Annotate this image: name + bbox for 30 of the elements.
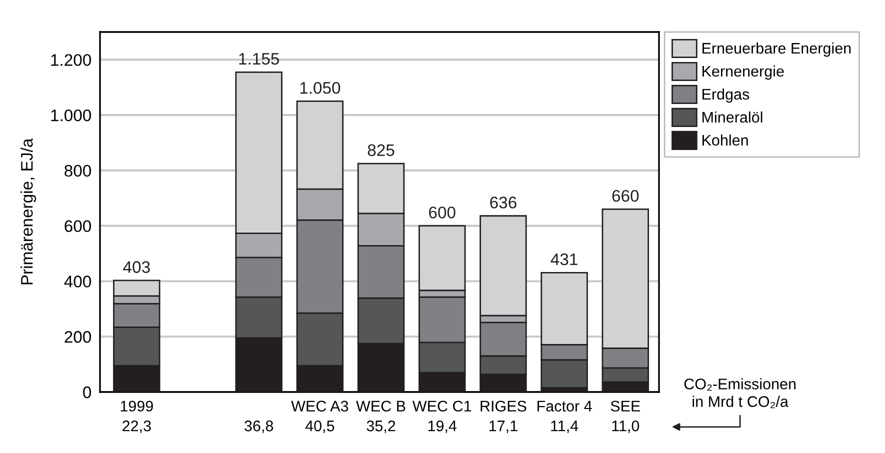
legend-label: Mineralöl [702,111,762,123]
y-tick-label: 1.200 [51,54,92,66]
y-tick-label: 400 [64,276,92,288]
x-tick-label: WEC C1 19,4 [412,400,472,434]
x-tick-label: RIGES 17,1 [480,400,526,434]
total-label: 660 [612,190,639,202]
total-label: 1.155 [239,53,279,65]
total-label: 431 [550,253,578,266]
x-tick-label: 36,8 [244,420,274,434]
x-tick-label: WEC B 35,2 [356,400,406,434]
text: CO₂-Emissionen in Mrd t CO₂/a [684,378,796,408]
legend-label: Kernenergie [702,65,784,80]
total-label: 403 [123,261,150,273]
x-tick-label: WEC A3 40,5 [291,400,348,434]
total-label: 600 [429,206,456,218]
total-label: 825 [368,144,394,156]
y-axis-title: Primärenergie, EJ/a [20,138,36,284]
legend-label: Erdgas [702,88,750,103]
legend-label: Erneuerbare Energien [702,42,851,57]
x-tick-label: SEE 11,0 [610,400,640,434]
y-tick-label: 1.000 [51,109,92,122]
y-tick-label: 0 [83,386,92,398]
x-tick-label: Factor 4 11,4 [538,400,592,434]
legend-label: Kohlen [702,134,748,146]
y-tick-label: 800 [64,164,92,177]
y-tick-label: 200 [64,331,92,343]
x-tick-label: 1999 22,3 [120,400,153,434]
total-label: 636 [490,196,516,208]
y-tick-label: 600 [64,220,92,232]
total-label: 1.050 [300,82,340,94]
